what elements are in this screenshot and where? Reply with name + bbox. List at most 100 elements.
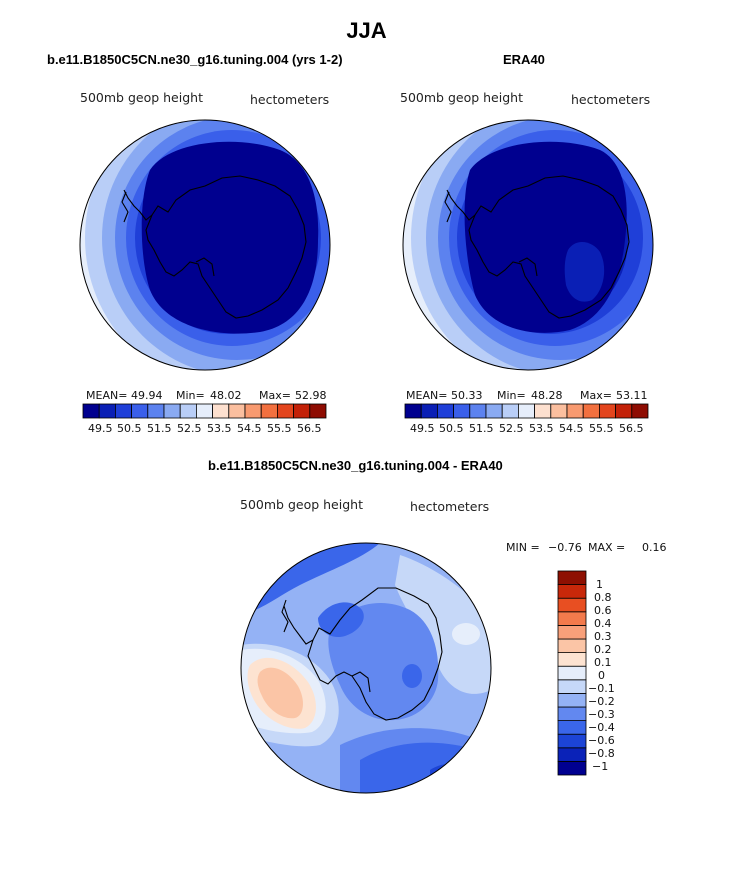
colorbar-cell	[276, 403, 294, 419]
colorbar-cell	[195, 403, 213, 419]
panel2-tick: 50.5	[439, 422, 464, 435]
colorbar-cell	[557, 652, 587, 667]
colorbar-cell	[615, 403, 633, 419]
colorbar-cell	[557, 665, 587, 681]
panel2-units-label: hectometers	[571, 92, 651, 107]
panel1-tick: 55.5	[267, 422, 292, 435]
panel1-max-value: 52.98	[295, 389, 327, 402]
colorbar-cell	[557, 720, 587, 735]
colorbar-cell	[582, 403, 600, 419]
colorbar-cell	[631, 403, 649, 419]
panel3-variable-label: 500mb geop height	[240, 497, 363, 512]
panel1-tick: 54.5	[237, 422, 262, 435]
panel1-min-label: Min=	[176, 389, 205, 402]
panel3-coastline	[281, 587, 443, 721]
panel1-tick: 53.5	[207, 422, 232, 435]
colorbar-cell	[557, 761, 587, 776]
panel1-tick: 50.5	[117, 422, 142, 435]
panel2-tick: 52.5	[499, 422, 524, 435]
colorbar-cell	[244, 403, 262, 419]
panel2-max-value: 53.11	[616, 389, 648, 402]
panel3-tick: 0.8	[594, 591, 612, 604]
panel2-max-label: Max=	[580, 389, 612, 402]
panel1-title: b.e11.B1850C5CN.ne30_g16.tuning.004 (yrs…	[47, 52, 343, 67]
colorbar-cell	[469, 403, 487, 419]
panel3-tick: −0.1	[588, 682, 615, 695]
panel3-tick: −0.3	[588, 708, 615, 721]
panel3-tick: −1	[592, 760, 609, 773]
panel1-min-value: 48.02	[210, 389, 242, 402]
panel2-mean-label: MEAN=	[406, 389, 448, 402]
colorbar-cell	[518, 403, 536, 419]
panel3-tick: 0	[598, 669, 605, 682]
panel2-mean-value: 50.33	[451, 389, 483, 402]
panel3-map	[240, 542, 492, 794]
panel3-min-value: −0.76	[548, 541, 582, 554]
panel1-map	[79, 119, 331, 371]
panel2-coastline	[444, 175, 630, 319]
colorbar-cell	[557, 625, 587, 640]
panel3-title: b.e11.B1850C5CN.ne30_g16.tuning.004 - ER…	[208, 458, 503, 473]
colorbar-cell	[420, 403, 438, 419]
panel3-max-label: MAX =	[588, 541, 626, 554]
colorbar-cell	[557, 638, 587, 654]
colorbar-cell	[309, 403, 327, 419]
colorbar-cell	[404, 403, 422, 419]
colorbar-cell	[557, 747, 587, 762]
panel2-variable-label: 500mb geop height	[400, 90, 523, 105]
panel2-tick: 54.5	[559, 422, 584, 435]
colorbar-cell	[212, 403, 230, 419]
panel1-coastline	[121, 175, 307, 319]
panel2-tick: 49.5	[410, 422, 435, 435]
colorbar-cell	[501, 403, 519, 419]
colorbar-cell	[98, 403, 116, 419]
colorbar-cell	[550, 403, 568, 419]
panel3-tick: 0.3	[594, 630, 612, 643]
panel3-tick: 0.4	[594, 617, 612, 630]
panel2-tick: 53.5	[529, 422, 554, 435]
panel1-max-label: Max=	[259, 389, 291, 402]
panel2-min-label: Min=	[497, 389, 526, 402]
colorbar-cell	[179, 403, 197, 419]
panel3-tick: 0.6	[594, 604, 612, 617]
colorbar-cell	[82, 403, 100, 419]
panel2-title: ERA40	[503, 52, 545, 67]
colorbar-cell	[557, 679, 587, 694]
colorbar-cell	[436, 403, 454, 419]
colorbar-cell	[557, 733, 587, 749]
colorbar-cell	[557, 611, 587, 626]
panel3-colorbar	[557, 570, 587, 776]
panel3-tick: −0.2	[588, 695, 615, 708]
panel3-tick: 0.2	[594, 643, 612, 656]
panel1-mean-label: MEAN=	[86, 389, 128, 402]
colorbar-cell	[485, 403, 503, 419]
colorbar-cell	[260, 403, 278, 419]
colorbar-cell	[293, 403, 311, 419]
panel1-tick: 51.5	[147, 422, 172, 435]
panel3-min-label: MIN =	[506, 541, 540, 554]
panel3-max-value: 0.16	[642, 541, 667, 554]
panel3-tick: 1	[596, 578, 603, 591]
colorbar-cell	[147, 403, 165, 419]
colorbar-cell	[534, 403, 552, 419]
panel3-tick: 0.1	[594, 656, 612, 669]
colorbar-cell	[557, 570, 587, 586]
panel1-tick: 49.5	[88, 422, 113, 435]
colorbar-cell	[453, 403, 471, 419]
panel1-tick: 56.5	[297, 422, 322, 435]
panel1-mean-value: 49.94	[131, 389, 163, 402]
panel3-tick: −0.6	[588, 734, 615, 747]
panel1-colorbar	[82, 403, 327, 419]
panel2-tick: 56.5	[619, 422, 644, 435]
colorbar-cell	[557, 706, 587, 722]
panel1-variable-label: 500mb geop height	[80, 90, 203, 105]
figure-title: JJA	[346, 18, 387, 43]
panel1-units-label: hectometers	[250, 92, 330, 107]
colorbar-cell	[163, 403, 181, 419]
colorbar-cell	[228, 403, 246, 419]
colorbar-cell	[557, 597, 587, 613]
colorbar-cell	[557, 693, 587, 708]
panel3-units-label: hectometers	[410, 499, 490, 514]
